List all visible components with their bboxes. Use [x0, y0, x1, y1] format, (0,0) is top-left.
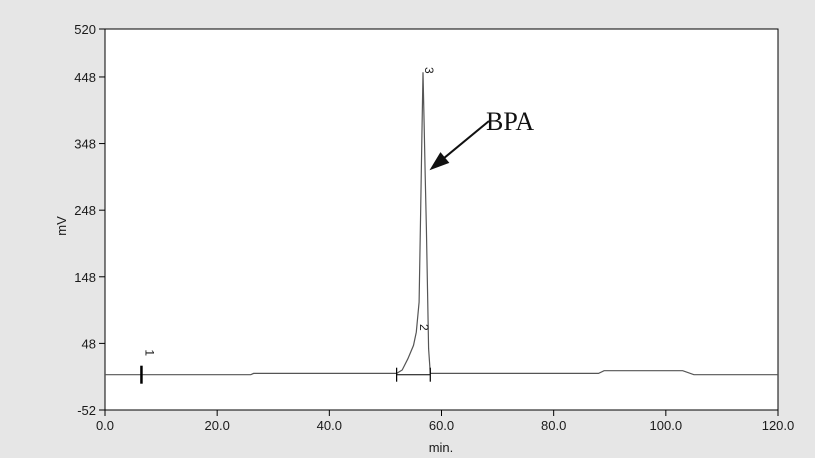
x-tick-label: 120.0 — [762, 418, 795, 433]
y-tick-label: 248 — [74, 203, 96, 218]
peak-label: 1 — [142, 349, 156, 356]
x-tick-label: 60.0 — [429, 418, 454, 433]
x-tick-label: 100.0 — [650, 418, 683, 433]
x-tick-label: 40.0 — [317, 418, 342, 433]
x-axis-label: min. — [429, 440, 454, 455]
peak-label: 3 — [422, 67, 436, 74]
y-tick-label: 448 — [74, 70, 96, 85]
bpa-annotation: BPA — [486, 107, 534, 136]
series-group — [105, 72, 778, 376]
plot-area — [104, 28, 779, 411]
y-tick-label: 148 — [74, 270, 96, 285]
y-axis-label: mV — [54, 216, 69, 236]
x-tick-label: 20.0 — [205, 418, 230, 433]
y-tick-label: 48 — [82, 336, 96, 351]
chromatogram-trace — [105, 72, 778, 376]
tick-labels: 0.0 20.0 40.0 60.0 80.0 100.0 120.0 -52 48 148 248… — [74, 22, 794, 433]
x-tick-label: 0.0 — [96, 418, 114, 433]
peak-markers: 1 2 3 — [140, 67, 436, 384]
x-tick-label: 80.0 — [541, 418, 566, 433]
y-tick-label: 520 — [74, 22, 96, 37]
y-tick-label: 348 — [74, 137, 96, 152]
peak-label: 2 — [417, 324, 431, 331]
annotation-arrow — [429, 120, 490, 171]
axis-ticks — [99, 28, 779, 416]
y-tick-label: -52 — [77, 403, 96, 418]
